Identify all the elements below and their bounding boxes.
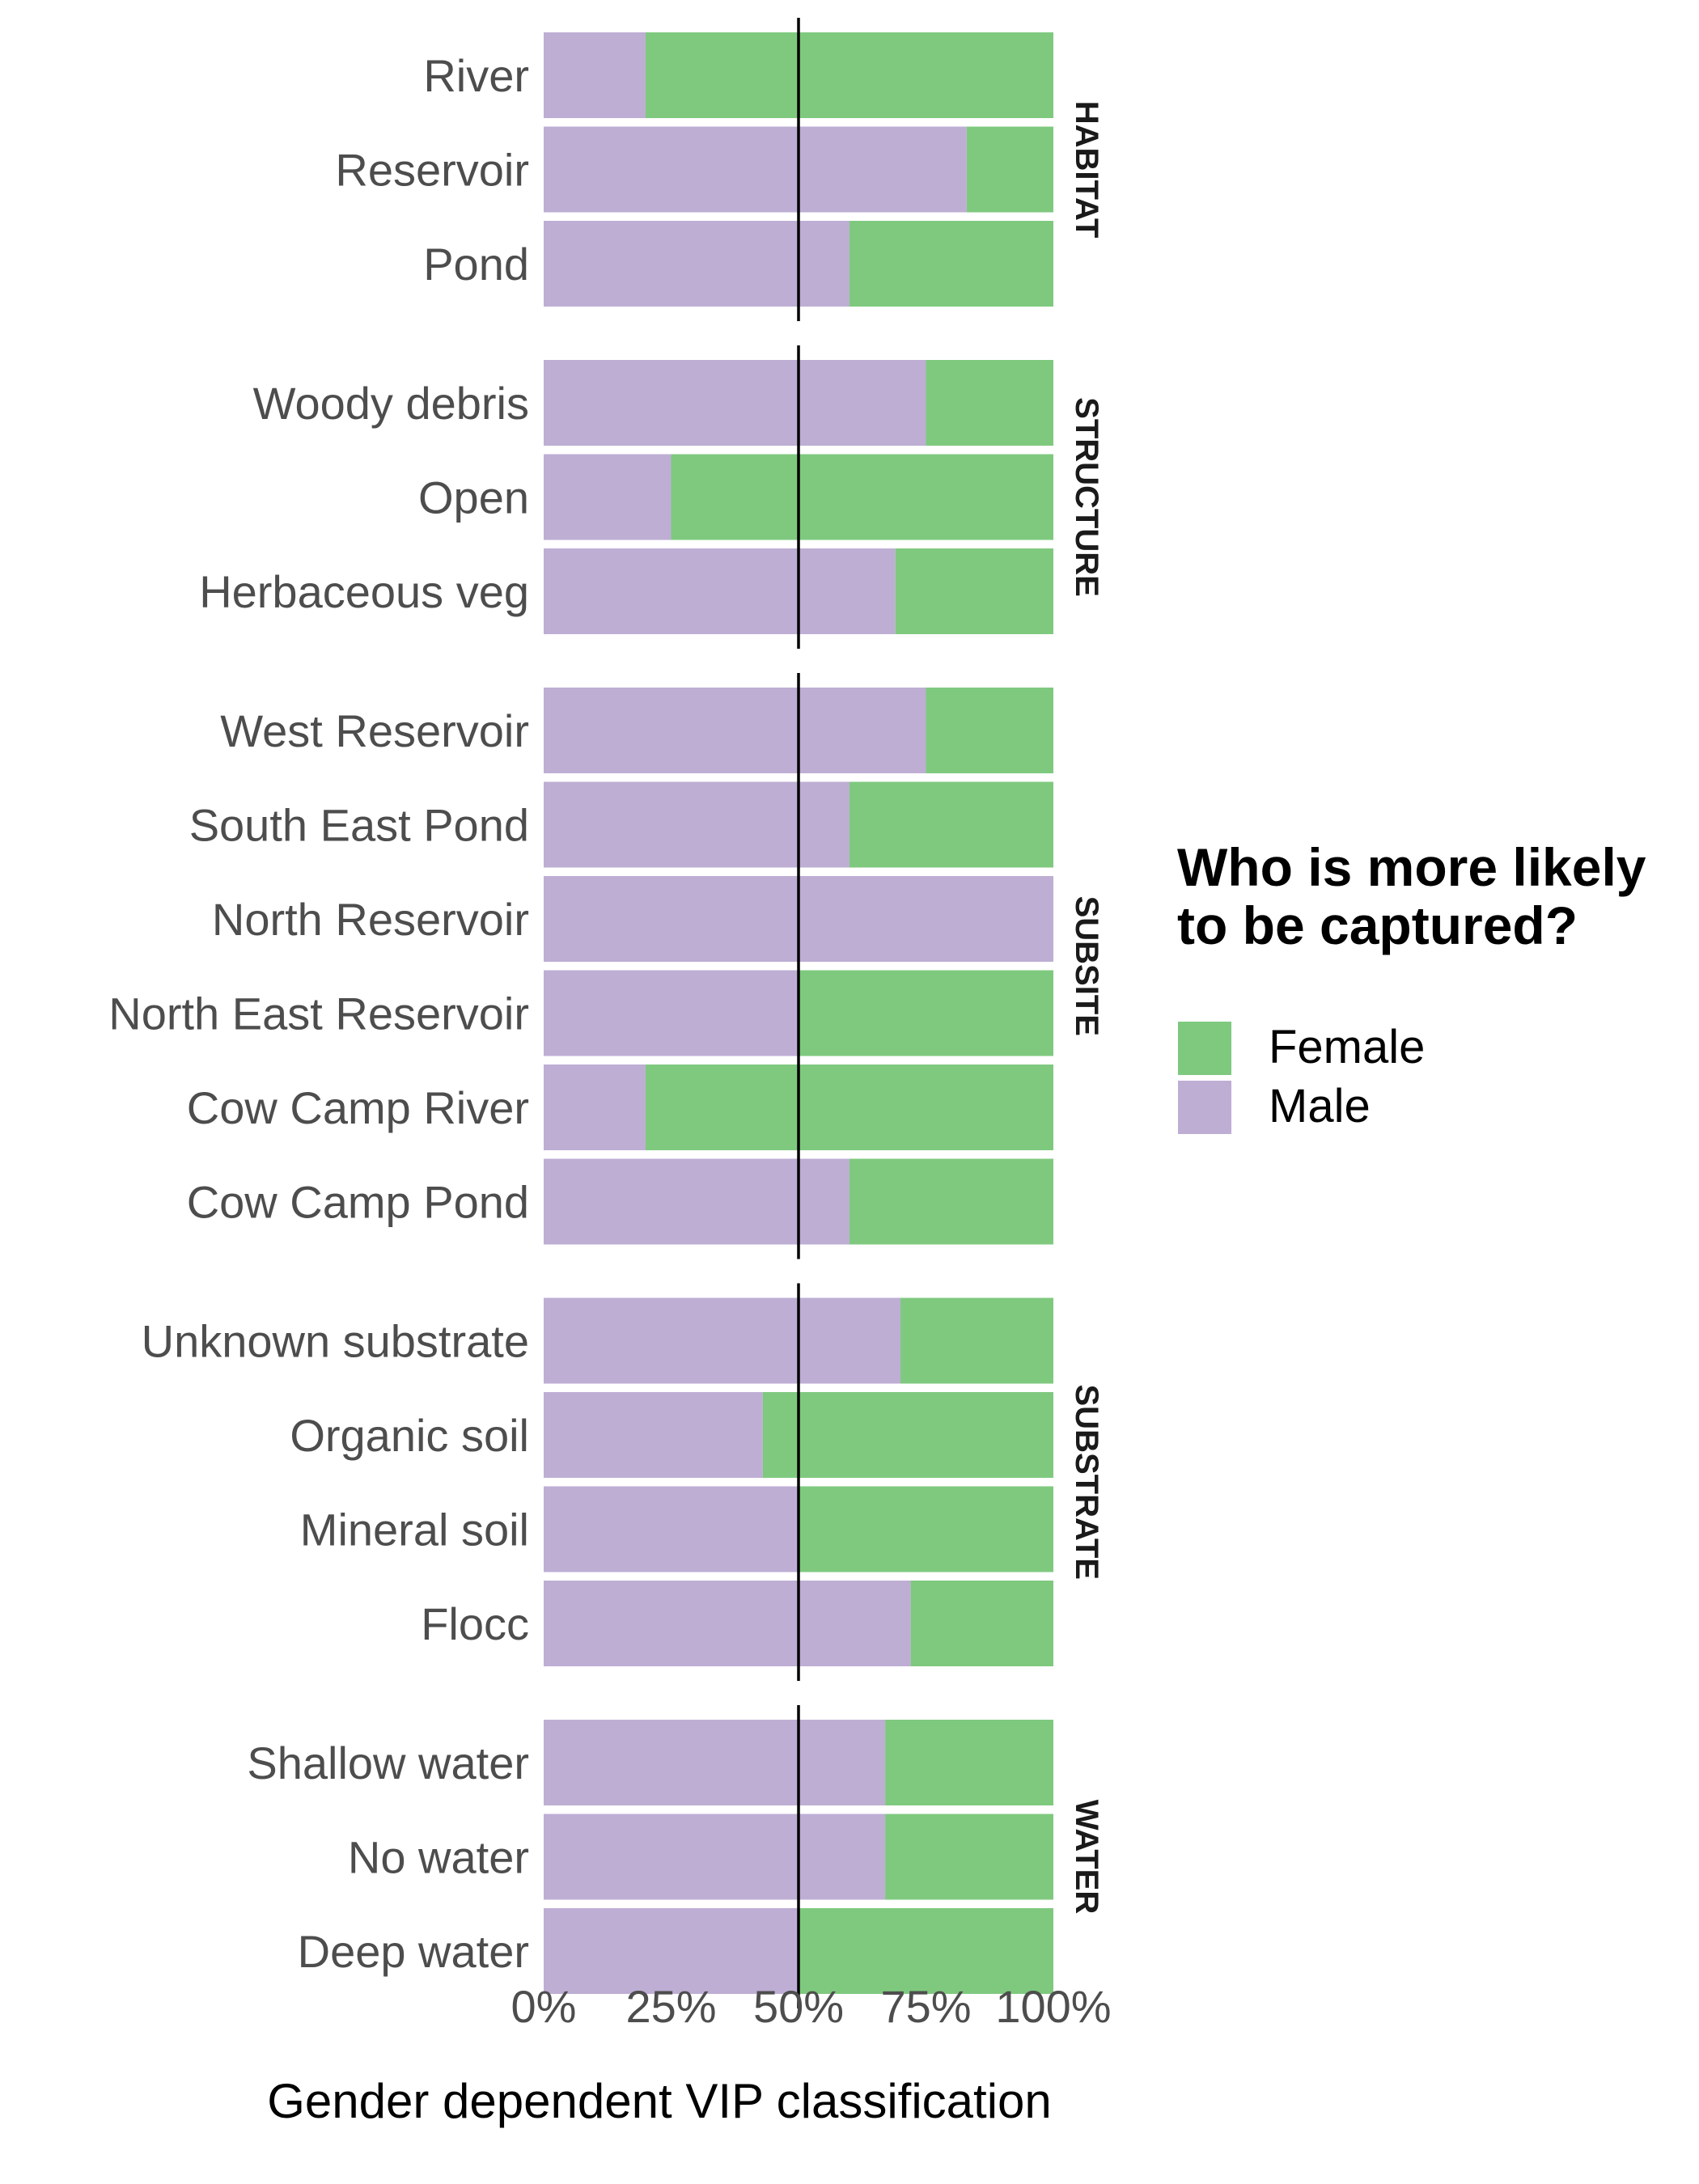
bar-female-unknown-substrate <box>900 1297 1053 1384</box>
category-label-river: River <box>423 50 529 101</box>
bar-male-woody-debris <box>544 360 926 446</box>
bar-male-reservoir <box>544 126 967 213</box>
bar-male-north-east-reservoir <box>544 970 799 1056</box>
category-label-cow-camp-pond: Cow Camp Pond <box>187 1177 529 1228</box>
category-label-north-east-reservoir: North East Reservoir <box>108 988 529 1039</box>
category-label-north-reservoir: North Reservoir <box>212 894 529 945</box>
bar-female-south-east-pond <box>850 781 1053 868</box>
bar-male-flocc <box>544 1581 911 1666</box>
bar-male-shallow-water <box>544 1720 886 1805</box>
bar-female-flocc <box>910 1581 1053 1666</box>
bar-female-north-east-reservoir <box>799 970 1053 1056</box>
x-tick-label: 100% <box>995 1981 1111 2032</box>
category-label-no-water: No water <box>348 1832 529 1883</box>
bar-male-open <box>544 454 672 540</box>
facet-strip-label: STRUCTURE <box>1069 397 1104 597</box>
bar-female-cow-camp-river <box>646 1064 1053 1150</box>
bar-female-reservoir <box>966 126 1053 213</box>
facet-strip-label: WATER <box>1069 1800 1104 1915</box>
bar-male-river <box>544 32 646 118</box>
bar-female-shallow-water <box>885 1720 1053 1805</box>
legend-label-female: Female <box>1269 1021 1425 1073</box>
category-label-pond: Pond <box>423 239 529 290</box>
bar-female-river <box>646 32 1053 118</box>
bar-female-no-water <box>885 1814 1053 1900</box>
bar-male-cow-camp-river <box>544 1064 646 1150</box>
bar-female-woody-debris <box>926 360 1053 446</box>
facet-strip-label: SUBSTRATE <box>1069 1385 1104 1580</box>
bar-female-deep-water <box>799 1908 1053 1994</box>
bar-female-pond <box>850 221 1053 307</box>
category-label-south-east-pond: South East Pond <box>189 800 529 851</box>
legend-key-female <box>1176 1020 1233 1077</box>
bar-male-organic-soil <box>544 1392 763 1478</box>
category-label-shallow-water: Shallow water <box>247 1737 529 1788</box>
legend-title: Who is more likely <box>1177 837 1646 897</box>
facet-panel-structure: Woody debris Open Herbaceous veg STRUCTURE <box>199 345 1104 649</box>
bar-male-west-reservoir <box>544 688 926 773</box>
facet-panel-water: Shallow water No water Deep water WATER <box>247 1705 1104 2008</box>
facet-panel-habitat: River Reservoir Pond HABITAT <box>335 18 1104 321</box>
legend-key-male <box>1176 1079 1233 1136</box>
legend-label-male: Male <box>1269 1080 1371 1132</box>
bar-female-open <box>671 454 1053 540</box>
bar-male-unknown-substrate <box>544 1297 900 1384</box>
category-label-open: Open <box>418 472 529 523</box>
x-axis-title: Gender dependent VIP classification <box>267 2074 1052 2128</box>
facet-strip-label: HABITAT <box>1069 101 1104 239</box>
x-tick-label: 0% <box>511 1981 577 2032</box>
bar-female-herbaceous-veg <box>895 548 1053 634</box>
facet-panel-subsite: West Reservoir South East Pond North Reser… <box>108 673 1104 1259</box>
category-label-unknown-substrate: Unknown substrate <box>142 1316 529 1367</box>
x-tick-label: 75% <box>880 1981 971 2032</box>
category-label-organic-soil: Organic soil <box>290 1410 529 1461</box>
category-label-deep-water: Deep water <box>298 1926 529 1977</box>
bar-male-no-water <box>544 1814 886 1900</box>
x-axis: 0% 25% 50% 75% 100% <box>511 1981 1112 2032</box>
x-tick-label: 50% <box>753 1981 844 2032</box>
chart-panels: River Reservoir Pond HABITAT Woody debris Ope… <box>108 18 1104 2008</box>
bar-male-cow-camp-pond <box>544 1158 850 1245</box>
x-tick-label: 25% <box>625 1981 716 2032</box>
bar-male-mineral-soil <box>544 1486 799 1572</box>
category-label-flocc: Flocc <box>421 1598 529 1649</box>
facet-strip-label: SUBSITE <box>1069 896 1104 1036</box>
category-label-woody-debris: Woody debris <box>253 378 529 429</box>
category-label-reservoir: Reservoir <box>335 145 529 196</box>
bar-female-west-reservoir <box>926 688 1053 773</box>
bar-female-organic-soil <box>762 1392 1053 1478</box>
category-label-mineral-soil: Mineral soil <box>300 1505 529 1555</box>
facet-panel-substrate: Unknown substrate Organic soil Mineral soi… <box>142 1283 1104 1681</box>
bar-male-deep-water <box>544 1908 799 1994</box>
bar-male-south-east-pond <box>544 781 850 868</box>
bar-male-pond <box>544 221 850 307</box>
category-label-cow-camp-river: Cow Camp River <box>187 1082 529 1133</box>
legend-title: to be captured? <box>1177 895 1578 955</box>
bar-female-cow-camp-pond <box>850 1158 1053 1245</box>
bar-female-mineral-soil <box>799 1486 1053 1572</box>
category-label-herbaceous-veg: Herbaceous veg <box>199 566 529 617</box>
bar-male-herbaceous-veg <box>544 548 896 634</box>
category-label-west-reservoir: West Reservoir <box>220 705 529 756</box>
